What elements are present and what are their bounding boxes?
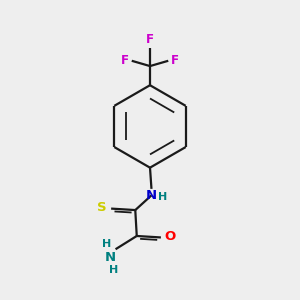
Text: N: N	[104, 251, 116, 264]
Text: F: F	[171, 54, 179, 67]
Text: N: N	[145, 190, 156, 202]
Text: S: S	[97, 201, 107, 214]
Text: H: H	[158, 192, 167, 203]
Text: H: H	[110, 265, 119, 275]
Text: F: F	[146, 33, 154, 46]
Text: F: F	[121, 54, 129, 67]
Text: O: O	[164, 230, 176, 243]
Text: H: H	[101, 239, 111, 249]
